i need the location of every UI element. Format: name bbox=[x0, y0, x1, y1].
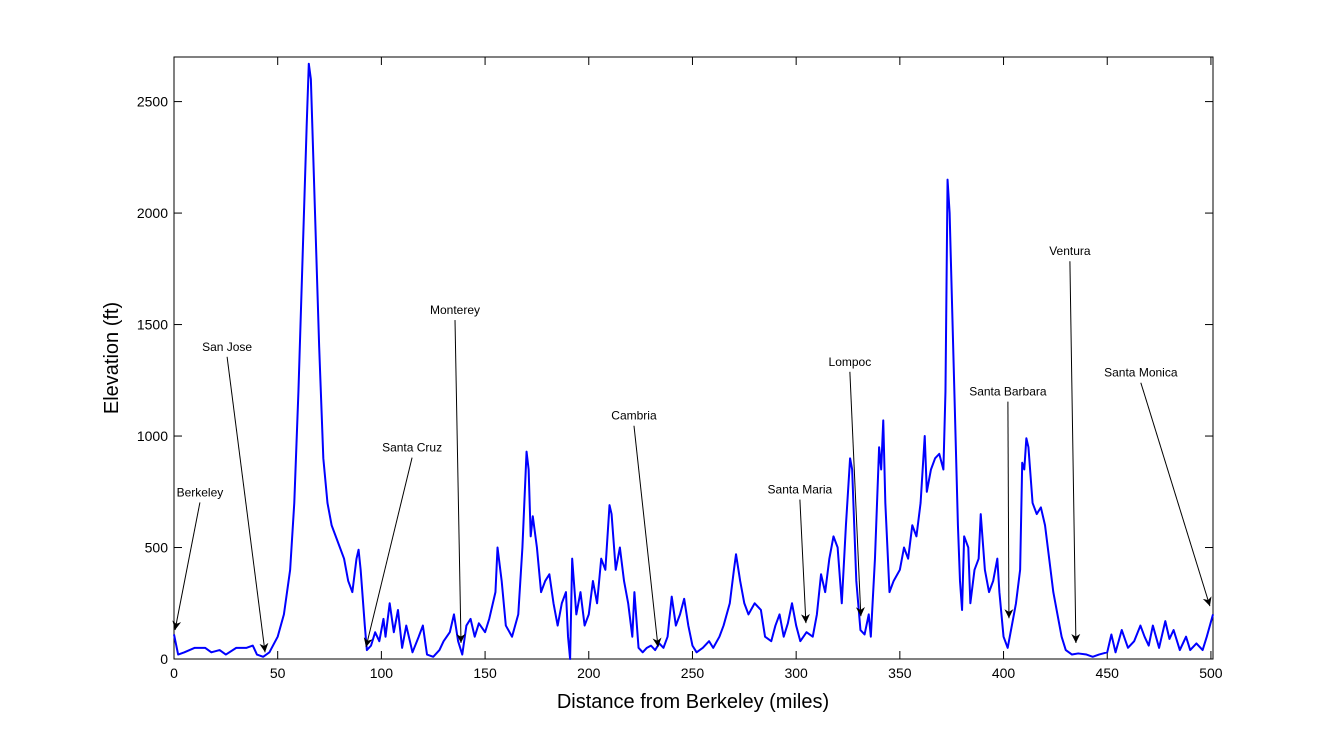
annotation-label: Berkeley bbox=[177, 485, 224, 499]
annotation-label: Santa Barbara bbox=[969, 385, 1047, 399]
annotation-label: Cambria bbox=[611, 409, 657, 423]
x-tick-label: 150 bbox=[473, 665, 497, 681]
annotation-label: Lompoc bbox=[829, 355, 872, 369]
x-tick-label: 400 bbox=[992, 665, 1016, 681]
y-tick-label: 1500 bbox=[137, 317, 168, 333]
annotation-arrow bbox=[1004, 401, 1014, 619]
annotation-arrow bbox=[226, 356, 269, 653]
annotation-label: Santa Monica bbox=[1104, 366, 1178, 380]
y-tick-label: 0 bbox=[160, 651, 168, 667]
elevation-line bbox=[173, 62, 1214, 660]
y-tick-label: 500 bbox=[145, 540, 169, 556]
annotation-arrow bbox=[849, 371, 865, 617]
annotation-arrow bbox=[172, 502, 201, 631]
x-axis-label: Distance from Berkeley (miles) bbox=[557, 691, 829, 713]
x-tick-label: 450 bbox=[1096, 665, 1120, 681]
y-tick-label: 2500 bbox=[137, 94, 168, 110]
x-tick-label: 200 bbox=[577, 665, 601, 681]
x-tick-label: 500 bbox=[1199, 665, 1223, 681]
annotation-label: Ventura bbox=[1049, 244, 1091, 258]
x-tick-label: 250 bbox=[681, 665, 705, 681]
annotation-label: Santa Maria bbox=[768, 483, 833, 497]
annotation-arrow bbox=[1069, 261, 1081, 643]
x-tick-label: 100 bbox=[370, 665, 394, 681]
annotation-arrow bbox=[633, 425, 662, 648]
annotation-arrow bbox=[1140, 382, 1212, 607]
x-tick-label: 350 bbox=[888, 665, 912, 681]
plot-area bbox=[173, 56, 1214, 660]
annotation-arrow bbox=[799, 499, 810, 624]
y-tick-label: 1000 bbox=[137, 428, 168, 444]
x-tick-label: 0 bbox=[170, 665, 178, 681]
annotation-label: Monterey bbox=[430, 303, 480, 317]
x-tick-label: 300 bbox=[784, 665, 808, 681]
annotation-arrow bbox=[454, 320, 466, 643]
annotation-label: San Jose bbox=[202, 340, 252, 354]
y-tick-label: 2000 bbox=[137, 205, 168, 221]
annotation-arrow bbox=[363, 457, 413, 648]
y-axis-label: Elevation (ft) bbox=[101, 302, 123, 414]
x-tick-label: 50 bbox=[270, 665, 286, 681]
annotation-label: Santa Cruz bbox=[382, 441, 442, 455]
